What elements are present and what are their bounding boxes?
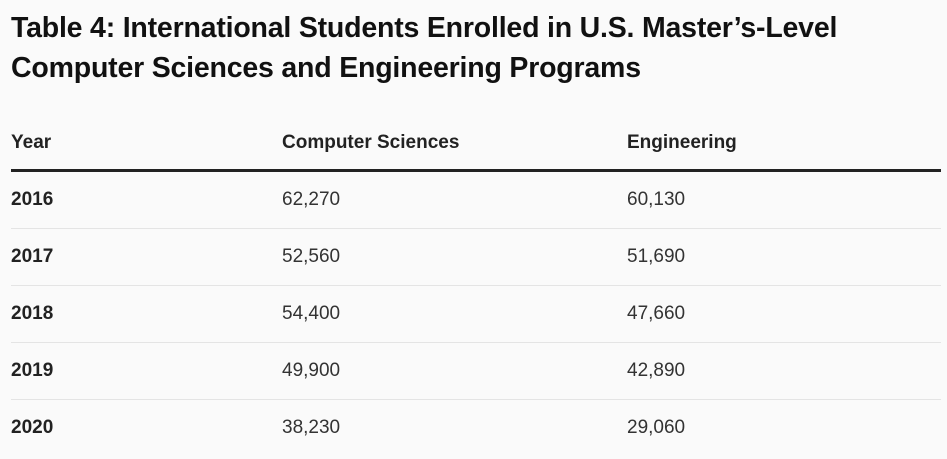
- year-cell: 2018: [11, 285, 282, 343]
- header-engineering: Engineering: [627, 117, 941, 172]
- header-year: Year: [11, 117, 282, 172]
- computer-sciences-cell: 38,230: [282, 417, 341, 438]
- computer-sciences-cell: 54,400: [282, 285, 627, 343]
- table-header: Year Computer Sciences Engineering: [11, 117, 941, 172]
- year-cell: 2019: [11, 342, 282, 400]
- table-row: 2020 38,230 29,060: [11, 400, 941, 457]
- year-cell: 2020: [11, 417, 54, 438]
- computer-sciences-cell: 49,900: [282, 342, 627, 400]
- table-row: 2019 49,900 42,890: [11, 342, 941, 400]
- year-cell: 2016: [11, 170, 282, 229]
- engineering-cell: 42,890: [627, 342, 941, 400]
- year-cell: 2017: [11, 228, 282, 286]
- table-row: 2016 62,270 60,130: [11, 170, 941, 229]
- table-row: 2017 52,560 51,690: [11, 228, 941, 286]
- header-row: Year Computer Sciences Engineering: [11, 117, 941, 172]
- engineering-cell: 29,060: [627, 417, 686, 438]
- computer-sciences-cell: 62,270: [282, 170, 627, 229]
- engineering-cell: 51,690: [627, 228, 941, 286]
- table-title: Table 4: International Students Enrolled…: [11, 12, 838, 84]
- table-row: 2018 54,400 47,660: [11, 285, 941, 343]
- engineering-cell: 60,130: [627, 170, 941, 229]
- header-computer-sciences: Computer Sciences: [282, 117, 627, 172]
- enrollment-table: Year Computer Sciences Engineering 2016 …: [11, 117, 941, 456]
- computer-sciences-cell: 52,560: [282, 228, 627, 286]
- table-body: 2016 62,270 60,130 2017 52,560 51,690 20…: [11, 170, 941, 457]
- engineering-cell: 47,660: [627, 285, 941, 343]
